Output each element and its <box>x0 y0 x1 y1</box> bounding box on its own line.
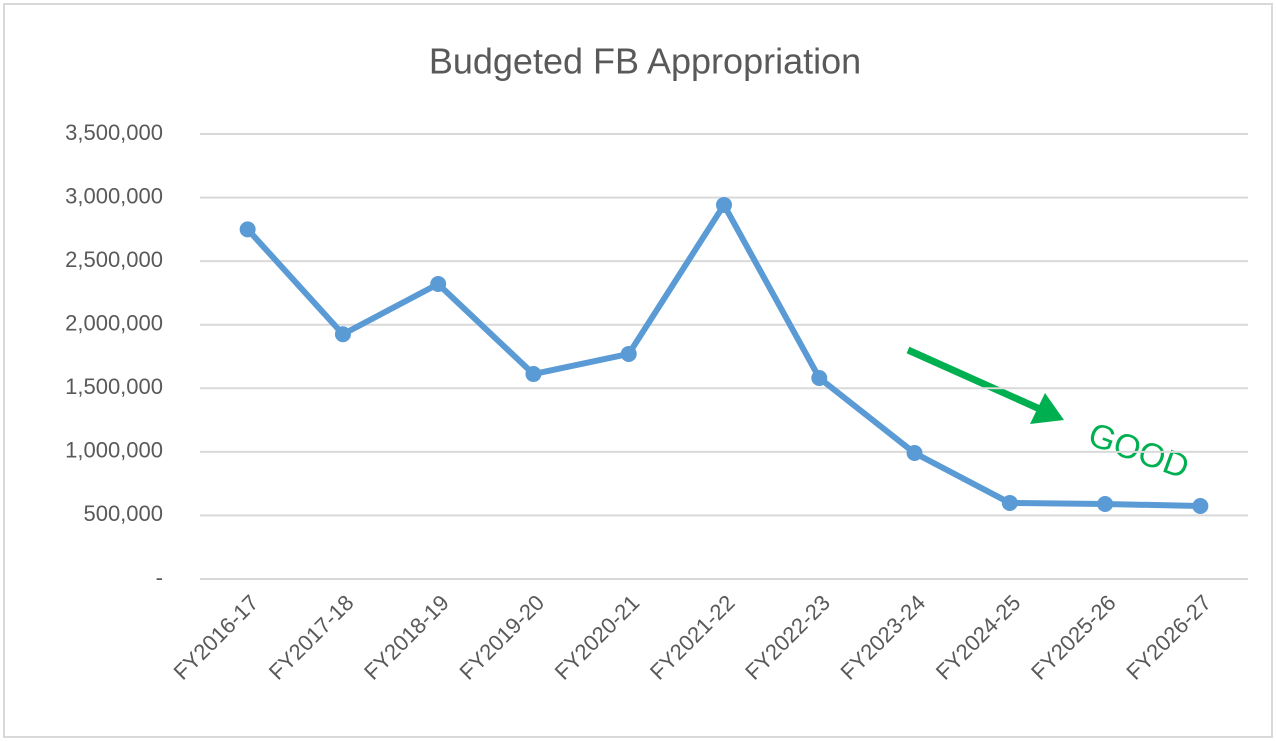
marker <box>239 221 256 238</box>
y-tick-label: 3,500,000 <box>65 120 163 145</box>
marker <box>906 445 923 462</box>
marker <box>430 276 447 293</box>
annotation-arrowhead <box>1030 393 1064 424</box>
chart-title: Budgeted FB Appropriation <box>429 41 861 82</box>
grid <box>200 133 1248 580</box>
marker <box>811 369 828 386</box>
y-tick-label: - <box>156 565 163 590</box>
marker <box>716 196 732 213</box>
annotation-arrow <box>906 346 1044 414</box>
marker <box>525 366 542 383</box>
marker <box>1097 495 1114 512</box>
y-tick-label: 1,500,000 <box>65 374 163 399</box>
y-tick-label: 3,000,000 <box>65 183 163 208</box>
marker <box>334 326 351 343</box>
y-tick-label: 2,000,000 <box>65 311 163 336</box>
marker <box>1192 498 1209 515</box>
marker <box>1001 494 1018 511</box>
y-tick-label: 500,000 <box>83 501 163 526</box>
y-tick-label: 2,500,000 <box>65 247 163 272</box>
marker <box>620 345 637 362</box>
chart-frame <box>3 3 1273 738</box>
y-tick-label: 1,000,000 <box>65 438 163 463</box>
